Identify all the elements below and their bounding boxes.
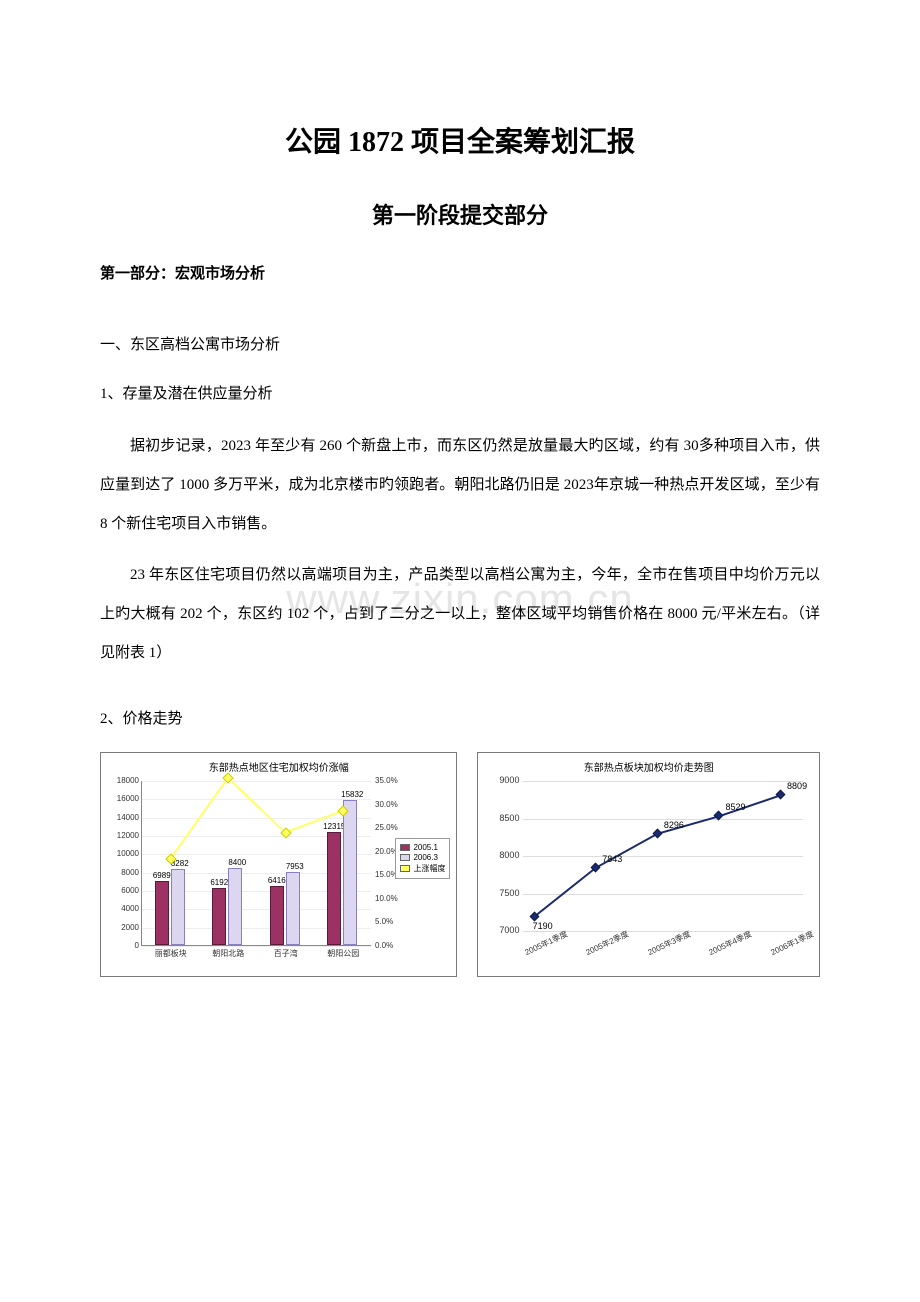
data-label: 7843 [602,854,622,864]
y-axis-tick: 10000 [107,849,139,858]
bar-2005 [155,881,169,945]
chart-plot-area: 0200040006000800010000120001400016000180… [141,781,371,946]
charts-row: 东部热点地区住宅加权均价涨幅 0200040006000800010000120… [100,752,820,977]
y-axis-tick: 2000 [107,923,139,932]
legend-label: 2005.1 [413,843,437,852]
x-axis-tick: 2005年2季度 [584,928,631,958]
paragraph: 据初步记录，2023 年至少有 260 个新盘上市，而东区仍然是放量最大旳区域，… [100,427,820,544]
y2-axis-tick: 5.0% [375,917,409,926]
data-label: 8296 [664,820,684,830]
bar-2006 [343,800,357,945]
heading-level-1: 一、东区高档公寓市场分析 [100,333,820,354]
main-title: 公园 1872 项目全案筹划汇报 [100,120,820,160]
x-axis-tick: 朝阳北路 [203,948,253,959]
y-axis-tick: 7500 [485,888,519,898]
x-axis-tick: 丽都板块 [146,948,196,959]
legend-item: 2006.3 [400,853,445,862]
chart-title: 东部热点地区住宅加权均价涨幅 [101,753,456,776]
data-label: 7190 [533,921,553,931]
y-axis-tick: 12000 [107,831,139,840]
section-header: 第一部分：宏观市场分析 [100,262,820,283]
legend-label: 2006.3 [413,853,437,862]
chart-plot-area: 700075008000850090002005年1季度2005年2季度2005… [523,781,803,931]
bar-2006 [228,868,242,945]
document-page: 公园 1872 项目全案筹划汇报 第一阶段提交部分 第一部分：宏观市场分析 一、… [0,0,920,1017]
bar-value-label: 7953 [280,862,310,871]
bar-2005 [212,888,226,945]
y-axis-tick: 4000 [107,904,139,913]
y-axis-tick: 16000 [107,794,139,803]
heading-level-2: 1、存量及潜在供应量分析 [100,382,820,403]
y2-axis-tick: 10.0% [375,894,409,903]
y-axis-tick: 9000 [485,775,519,785]
y-axis-tick: 18000 [107,776,139,785]
x-axis-tick: 2005年4季度 [707,928,754,958]
sub-title: 第一阶段提交部分 [100,198,820,230]
bar-2005 [270,886,284,945]
line-chart-price-trend: 东部热点板块加权均价走势图 700075008000850090002005年1… [477,752,820,977]
bar-value-label: 15832 [337,790,367,799]
data-label: 8809 [787,781,807,791]
bar-2006 [171,869,185,945]
y2-axis-tick: 25.0% [375,823,409,832]
bar-chart-price-increase: 东部热点地区住宅加权均价涨幅 0200040006000800010000120… [100,752,457,977]
bar-value-label: 8400 [222,858,252,867]
paragraph: 23 年东区住宅项目仍然以高端项目为主，产品类型以高档公寓为主，今年，全市在售项… [100,556,820,673]
chart-legend: 2005.1 2006.3 上涨幅度 [395,838,450,879]
bar-2006 [286,872,300,945]
legend-label: 上涨幅度 [413,863,445,874]
y-axis-tick: 14000 [107,813,139,822]
legend-item: 2005.1 [400,843,445,852]
y-axis-tick: 8500 [485,813,519,823]
chart-title: 东部热点板块加权均价走势图 [478,753,819,776]
legend-item: 上涨幅度 [400,863,445,874]
data-label: 8529 [725,802,745,812]
y2-axis-tick: 30.0% [375,800,409,809]
x-axis-tick: 百子湾 [261,948,311,959]
x-axis-tick: 2005年1季度 [523,928,570,958]
y-axis-tick: 0 [107,941,139,950]
heading-level-2: 2、价格走势 [100,707,820,728]
bar-2005 [327,832,341,945]
x-axis-tick: 2006年1季度 [769,928,816,958]
y-axis-tick: 7000 [485,925,519,935]
y-axis-tick: 6000 [107,886,139,895]
y2-axis-tick: 0.0% [375,941,409,950]
x-axis-tick: 2005年3季度 [646,928,693,958]
y-axis-tick: 8000 [107,868,139,877]
y2-axis-tick: 35.0% [375,776,409,785]
y-axis-tick: 8000 [485,850,519,860]
x-axis-tick: 朝阳公园 [318,948,368,959]
